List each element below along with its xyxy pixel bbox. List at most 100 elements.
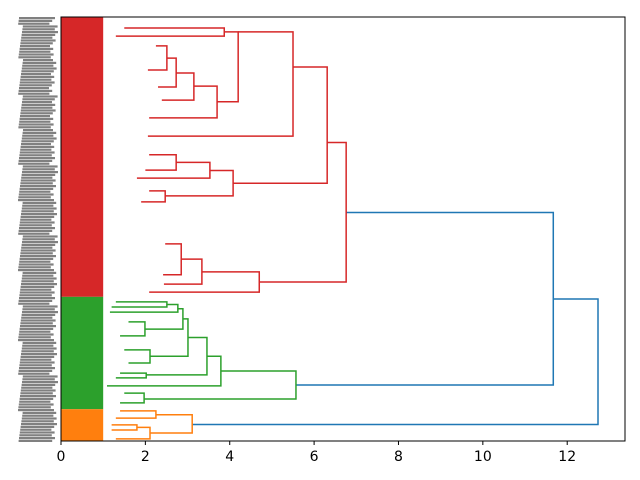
leaf-label <box>20 115 50 118</box>
leaf-label <box>22 101 52 104</box>
leaf-cluster-fill <box>61 17 104 297</box>
dendrogram-link <box>149 85 218 119</box>
leaf-label <box>21 176 53 179</box>
leaf-cluster-fill <box>61 409 104 441</box>
leaf-label <box>20 179 56 182</box>
dendrogram-link <box>233 66 328 184</box>
leaf-label <box>22 235 58 238</box>
leaf-label <box>19 327 54 330</box>
leaf-label <box>18 126 51 129</box>
leaf-label <box>19 224 52 227</box>
leaf-label <box>20 75 55 78</box>
leaf-label <box>18 123 54 126</box>
dendrogram-link <box>141 190 166 203</box>
leaf-label <box>18 333 54 336</box>
leaf-label <box>18 159 53 162</box>
leaf-label <box>21 173 56 176</box>
leaf-label <box>21 420 54 423</box>
leaf-label <box>21 347 57 350</box>
leaf-label <box>22 204 54 207</box>
leaf-label <box>22 341 57 344</box>
dendrogram-link <box>259 141 347 283</box>
leaf-label <box>21 36 53 39</box>
leaf-label <box>19 294 52 297</box>
leaf-label <box>18 406 51 409</box>
dendrogram-link <box>165 169 234 197</box>
dendrogram-link <box>147 45 168 71</box>
leaf-label <box>18 232 50 235</box>
leaf-label <box>20 395 56 398</box>
leaf-label <box>21 350 54 353</box>
leaf-label <box>22 271 57 274</box>
leaf-label <box>20 148 52 151</box>
x-tick-label: 4 <box>225 449 234 465</box>
leaf-label <box>18 266 51 269</box>
leaf-label <box>18 336 51 339</box>
leaf-label <box>19 47 54 50</box>
dendrogram-link <box>150 413 193 434</box>
leaf-label <box>22 411 57 414</box>
leaf-labels <box>18 17 58 442</box>
leaf-label <box>18 403 54 406</box>
leaf-label <box>23 59 53 62</box>
leaf-label <box>21 213 57 216</box>
leaf-label <box>21 70 54 73</box>
dendrogram-link <box>147 31 294 137</box>
dendrogram-link <box>120 321 146 337</box>
dendrogram-link <box>144 370 297 400</box>
leaf-label <box>21 33 56 36</box>
leaf-label <box>22 31 58 34</box>
leaf-label <box>22 28 55 31</box>
leaf-label <box>21 280 54 283</box>
leaf-label <box>19 221 55 224</box>
leaf-label <box>19 397 54 400</box>
leaf-label <box>21 313 56 316</box>
leaf-label <box>20 428 52 431</box>
leaf-label <box>18 302 50 305</box>
leaf-label <box>20 218 52 221</box>
leaf-label <box>20 355 55 358</box>
leaf-label <box>19 257 54 260</box>
leaf-label <box>18 56 51 59</box>
leaf-label <box>19 84 52 87</box>
leaf-cluster-fills <box>61 17 104 441</box>
leaf-label <box>22 381 58 384</box>
x-tick-label: 0 <box>57 449 66 465</box>
dendrogram-link <box>163 243 182 276</box>
leaf-label <box>20 255 56 258</box>
leaf-label <box>22 64 54 67</box>
leaf-label <box>21 243 56 246</box>
leaf-label <box>20 392 53 395</box>
dendrogram-link <box>115 426 151 440</box>
x-tick-label: 12 <box>558 449 576 465</box>
leaf-label <box>18 299 53 302</box>
leaf-label <box>19 437 55 440</box>
leaf-label <box>20 322 53 325</box>
leaf-label <box>20 319 56 322</box>
leaf-label <box>22 131 57 134</box>
leaf-label <box>21 353 57 356</box>
leaf-label <box>20 325 56 328</box>
leaf-label <box>18 269 54 272</box>
leaf-label <box>21 137 57 140</box>
leaf-label <box>18 372 50 375</box>
leaf-label <box>21 140 54 143</box>
leaf-label <box>22 344 54 347</box>
leaf-label <box>20 215 55 218</box>
leaf-label <box>18 196 51 199</box>
leaf-label <box>19 120 51 123</box>
x-tick-label: 8 <box>394 449 403 465</box>
dendrogram-link <box>217 31 239 103</box>
leaf-label <box>19 117 54 120</box>
leaf-label <box>21 73 51 76</box>
leaf-label <box>19 330 51 333</box>
leaf-label <box>19 361 55 364</box>
dendrogram-link <box>163 258 203 285</box>
leaf-label <box>18 162 50 165</box>
leaf-label <box>19 400 51 403</box>
dendrogram-link <box>115 27 226 37</box>
leaf-label <box>18 89 53 92</box>
dendrogram-link <box>145 154 177 171</box>
leaf-label <box>21 67 57 70</box>
leaf-label <box>21 316 53 319</box>
